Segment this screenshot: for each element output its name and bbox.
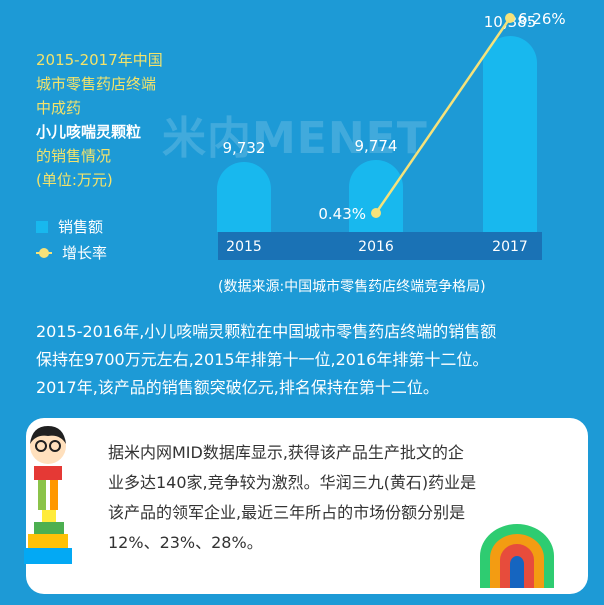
paragraph-line: 保持在9700万元左右,2015年排第十一位,2016年排第十二位。 <box>36 350 489 369</box>
bar-2015 <box>217 162 271 232</box>
info-line: 据米内网MID数据库显示,获得该产品生产批文的企 <box>108 443 464 462</box>
x-tick-label: 2016 <box>358 239 394 255</box>
title-line-5: 的销售情况 <box>36 147 112 165</box>
legend: 销售额 增长率 <box>36 214 107 266</box>
paragraph-line: 2015-2016年,小儿咳喘灵颗粒在中国城市零售药店终端的销售额 <box>36 322 497 341</box>
legend-growth-label: 增长率 <box>62 244 108 262</box>
arch-logo-icon <box>480 524 554 588</box>
info-line: 业多达140家,竞争较为激烈。华润三九(黄石)药业是 <box>108 473 477 492</box>
info-line: 12%、23%、28%。 <box>108 533 263 552</box>
info-card-text: 据米内网MID数据库显示,获得该产品生产批文的企 业多达140家,竞争较为激烈。… <box>108 438 560 558</box>
watermark: 米内MENET <box>162 113 428 164</box>
growth-label: 0.43% <box>318 205 366 223</box>
legend-sales-label: 销售额 <box>58 218 104 236</box>
paragraph-line: 2017年,该产品的销售额突破亿元,排名保持在第十二位。 <box>36 378 439 397</box>
bar-value-label: 9,732 <box>223 139 266 157</box>
chart-title-block: 2015-2017年中国 城市零售药店终端 中成药 小儿咳喘灵颗粒 的销售情况 … <box>36 48 206 192</box>
title-line-3: 中成药 <box>36 99 82 117</box>
legend-item-growth: 增长率 <box>36 240 107 266</box>
x-tick-label: 2017 <box>492 239 528 255</box>
legend-item-sales: 销售额 <box>36 214 107 240</box>
bar-2016 <box>349 160 403 232</box>
bar-2017 <box>483 36 537 232</box>
title-line-2: 城市零售药店终端 <box>36 75 157 93</box>
title-line-1: 2015-2017年中国 <box>36 51 163 69</box>
growth-line <box>374 17 512 214</box>
growth-point-2016 <box>371 208 381 218</box>
x-tick-label: 2015 <box>226 239 262 255</box>
growth-point-2017 <box>505 13 515 23</box>
bar-value-label: 9,774 <box>355 137 398 155</box>
info-card: 据米内网MID数据库显示,获得该产品生产批文的企 业多达140家,竞争较为激烈。… <box>24 418 588 594</box>
product-name: 小儿咳喘灵颗粒 <box>36 123 142 141</box>
legend-line-swatch <box>36 247 52 259</box>
summary-paragraph: 2015-2016年,小儿咳喘灵颗粒在中国城市零售药店终端的销售额 保持在970… <box>36 318 576 402</box>
info-line: 该产品的领军企业,最近三年所占的市场份额分别是 <box>108 503 466 522</box>
source-note: (数据来源:中国城市零售药店终端竞争格局) <box>218 279 486 295</box>
boy-icon <box>24 426 72 564</box>
unit-label: (单位:万元) <box>36 171 113 189</box>
legend-bar-swatch <box>36 221 48 233</box>
x-axis-band <box>218 232 542 260</box>
growth-label: 6.26% <box>518 10 566 28</box>
